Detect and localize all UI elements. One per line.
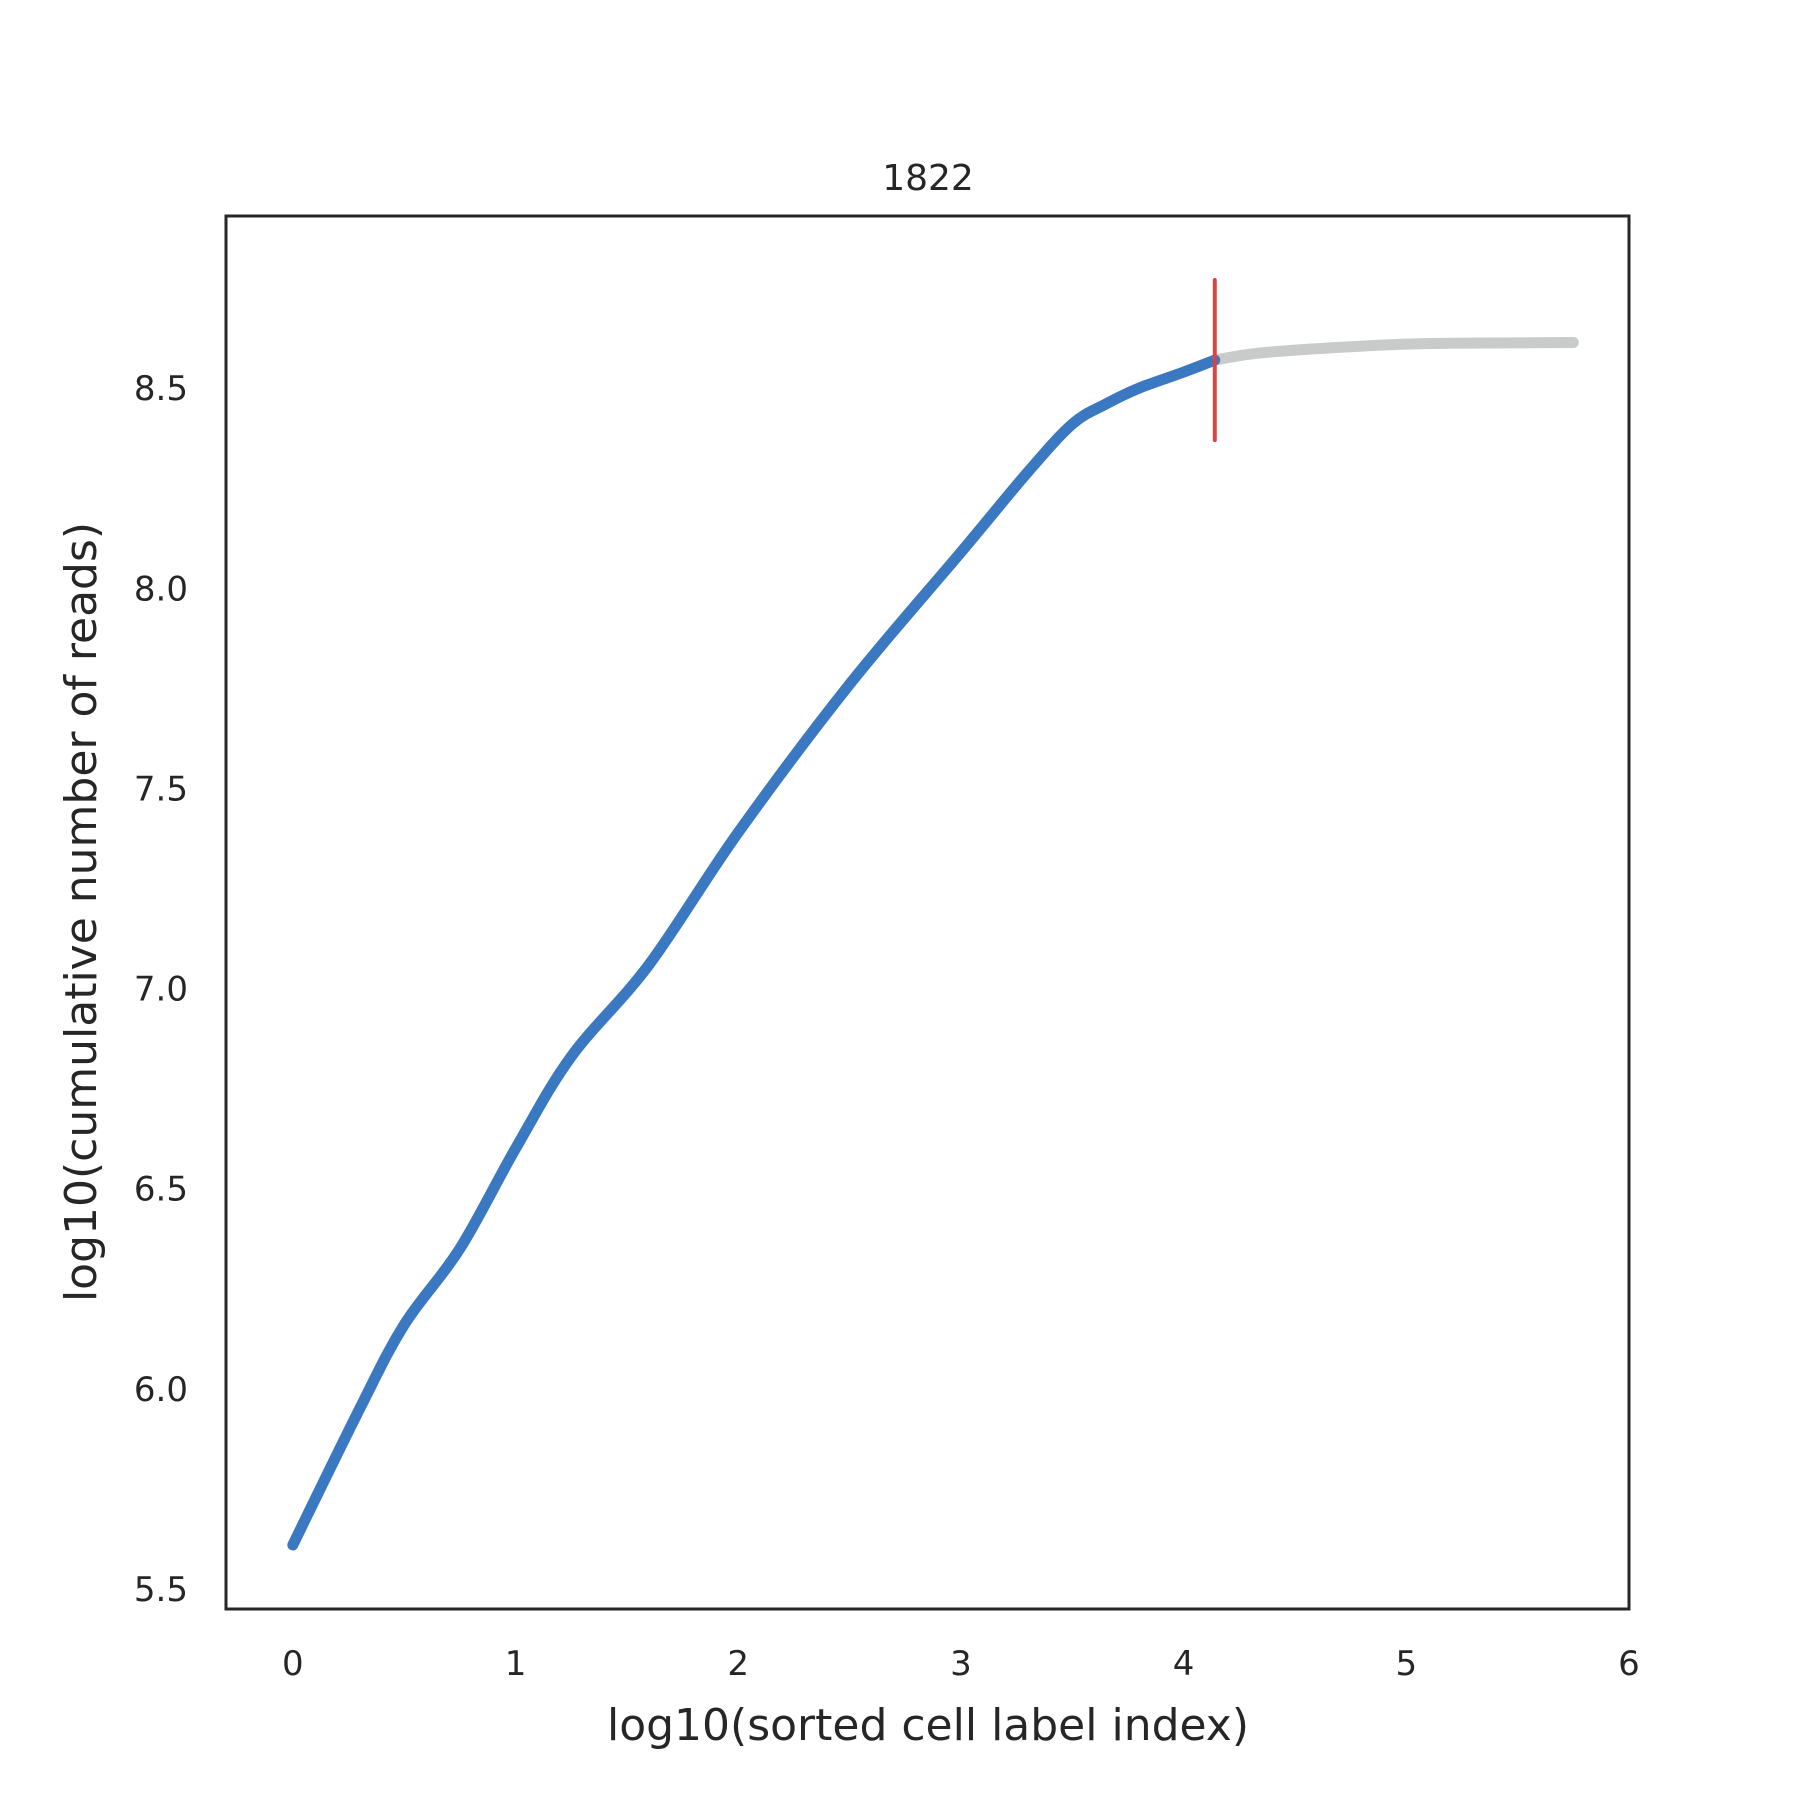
x-tick-label: 2 [727, 1644, 749, 1684]
x-tick-label: 3 [950, 1644, 972, 1684]
x-tick-label: 4 [1173, 1644, 1195, 1684]
y-axis-label: log10(cumulative number of reads) [56, 522, 107, 1302]
y-tick-label: 7.0 [134, 970, 188, 1010]
x-axis-label: log10(sorted cell label index) [607, 1700, 1249, 1751]
chart-title: 1822 [882, 158, 974, 199]
y-tick-label: 8.0 [134, 569, 188, 609]
x-tick-label: 0 [282, 1644, 304, 1684]
y-tick-label: 5.5 [134, 1570, 188, 1610]
series-line-selected-cells [287, 354, 1221, 1551]
y-tick-label: 7.5 [134, 769, 188, 809]
x-axis-ticks: 0 1 2 3 4 5 6 [282, 1644, 1640, 1684]
series-layer [287, 336, 1579, 1551]
x-tick-label: 1 [505, 1644, 527, 1684]
series-line-remaining-cells [1209, 336, 1579, 366]
y-tick-label: 8.5 [134, 369, 188, 409]
y-tick-label: 6.5 [134, 1170, 188, 1210]
x-tick-label: 5 [1395, 1644, 1417, 1684]
y-tick-label: 6.0 [134, 1370, 188, 1410]
x-tick-label: 6 [1618, 1644, 1640, 1684]
plot-frame [224, 214, 1631, 1611]
y-axis-ticks: 5.5 6.0 6.5 7.0 7.5 8.0 8.5 [134, 369, 188, 1610]
